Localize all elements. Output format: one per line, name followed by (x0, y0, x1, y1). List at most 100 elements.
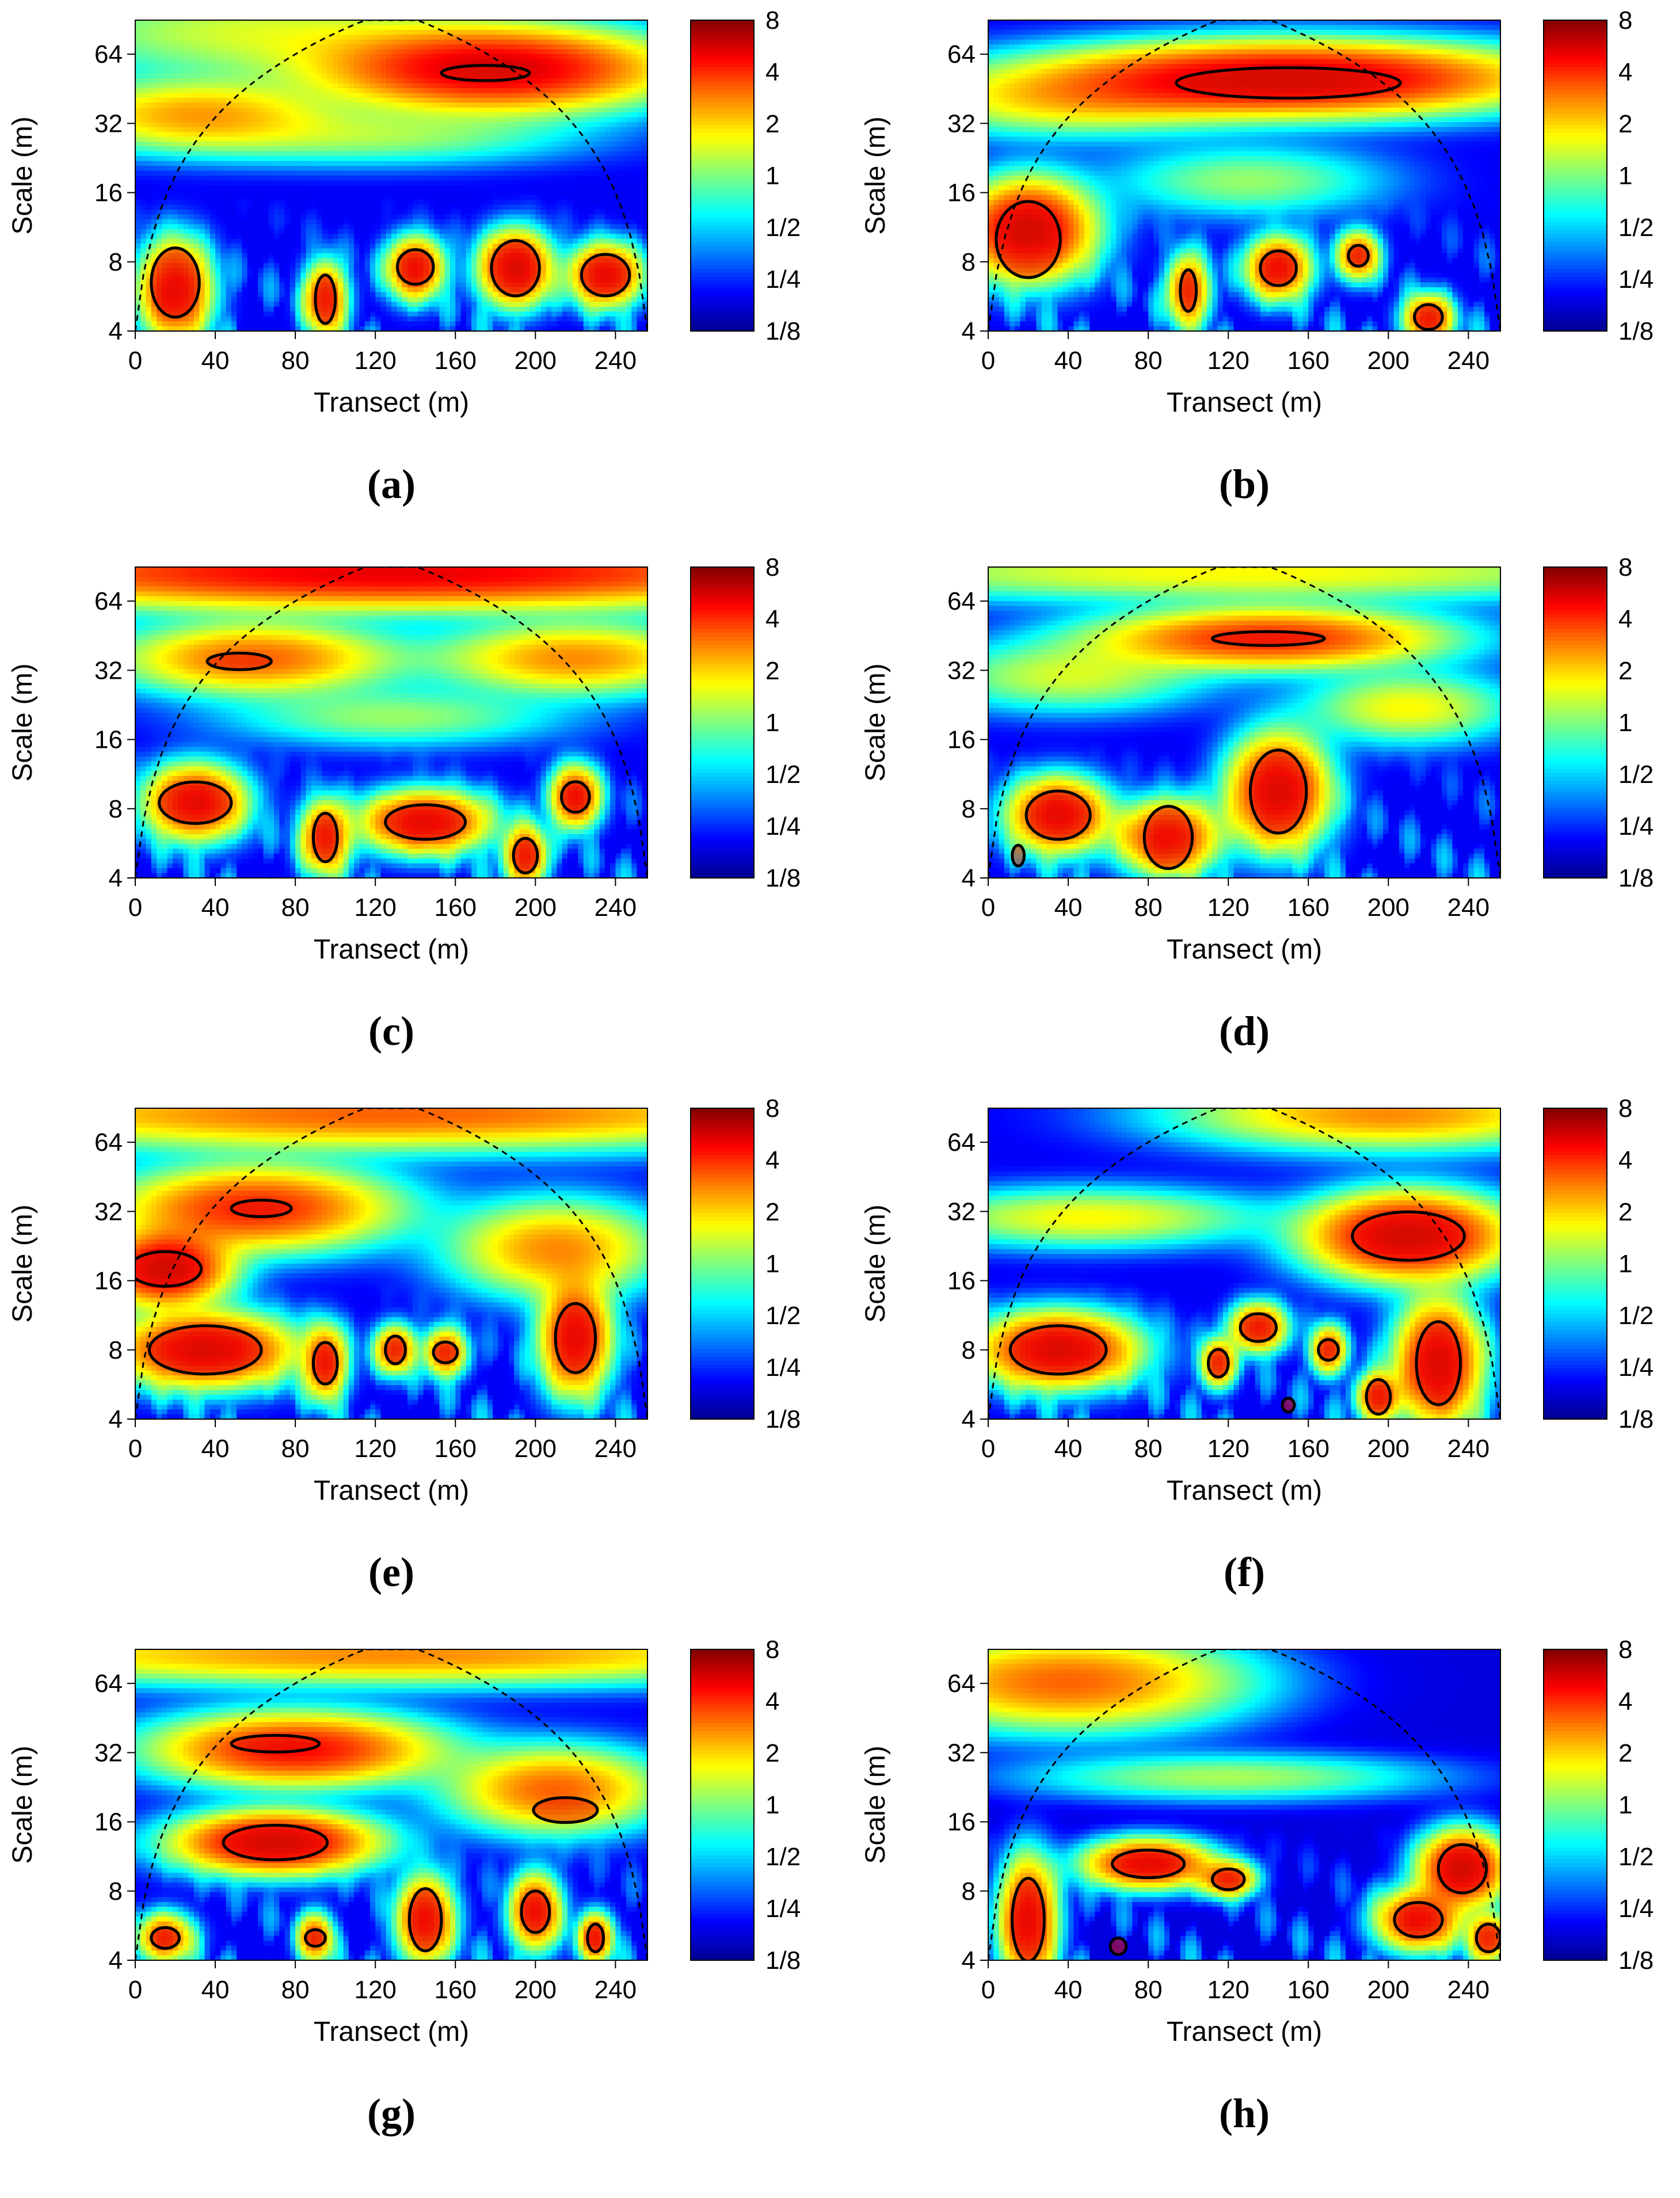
heatmap-cell (279, 88, 285, 94)
heatmap-cell (578, 176, 584, 181)
heatmap-cell (317, 141, 323, 147)
heatmap-cell (493, 88, 499, 94)
heatmap-cell (391, 146, 397, 152)
heatmap-cell (300, 59, 307, 64)
heatmap-cell (226, 229, 232, 234)
heatmap-cell (498, 214, 504, 220)
heatmap-cell (397, 146, 403, 152)
heatmap-cell (369, 224, 376, 230)
heatmap-cell (317, 35, 323, 40)
heatmap-cell (402, 107, 408, 113)
heatmap-cell (604, 229, 611, 234)
heatmap-cell (167, 161, 173, 166)
heatmap-cell (157, 59, 162, 64)
heatmap-cell (317, 219, 323, 225)
heatmap-cell (279, 166, 285, 172)
heatmap-cell (439, 161, 445, 166)
heatmap-cell (604, 122, 611, 128)
heatmap-cell (604, 88, 611, 94)
heatmap-cell (551, 219, 557, 225)
heatmap-cell (247, 234, 253, 239)
heatmap-cell (289, 229, 296, 234)
heatmap-cell (322, 258, 328, 264)
heatmap-cell (455, 151, 462, 157)
heatmap-cell (306, 263, 312, 268)
heatmap-cell (306, 204, 312, 210)
heatmap-cell (204, 248, 211, 254)
heatmap-cell (583, 44, 589, 50)
heatmap-cell (369, 39, 376, 45)
heatmap-cell (188, 229, 195, 234)
heatmap-cell (140, 59, 147, 64)
heatmap-cell (471, 35, 477, 40)
heatmap-cell (157, 214, 162, 220)
heatmap-cell (589, 112, 595, 118)
heatmap-cell (407, 190, 413, 196)
heatmap-cell (626, 263, 632, 268)
heatmap-cell (204, 69, 211, 74)
heatmap-cell (573, 93, 579, 98)
heatmap-cell (252, 141, 258, 147)
heatmap-cell (631, 210, 638, 215)
heatmap-cell (209, 185, 216, 191)
heatmap-cell (418, 161, 424, 166)
heatmap-cell (311, 263, 317, 268)
heatmap-cell (503, 185, 509, 191)
heatmap-cell (188, 156, 195, 162)
heatmap-cell (183, 63, 189, 69)
heatmap-cell (167, 210, 173, 215)
heatmap-cell (620, 244, 627, 249)
heatmap-cell (573, 44, 579, 50)
heatmap-cell (557, 258, 563, 264)
heatmap-cell (209, 73, 216, 79)
heatmap-cell (375, 98, 382, 104)
heatmap-cell (172, 141, 178, 147)
heatmap-cell (546, 238, 552, 244)
heatmap-cell (172, 127, 178, 132)
heatmap-cell (204, 35, 211, 40)
heatmap-cell (369, 107, 376, 113)
heatmap-cell (162, 161, 168, 166)
heatmap-cell (364, 54, 371, 60)
heatmap-cell (220, 20, 227, 26)
heatmap-cell (157, 54, 162, 60)
heatmap-cell (199, 185, 205, 191)
heatmap-cell (589, 253, 595, 259)
heatmap-cell (268, 112, 275, 118)
heatmap-cell (626, 29, 632, 35)
heatmap-cell (172, 161, 178, 166)
heatmap-cell (428, 59, 435, 64)
heatmap-cell (530, 112, 536, 118)
heatmap-cell (444, 151, 451, 157)
heatmap-cell (519, 112, 525, 118)
heatmap-cell (637, 35, 643, 40)
heatmap-cell (423, 83, 429, 89)
heatmap-cell (135, 112, 141, 118)
heatmap-cell (413, 185, 418, 191)
heatmap-cell (423, 185, 429, 191)
heatmap-cell (274, 229, 280, 234)
heatmap-cell (183, 176, 189, 181)
heatmap-cell (268, 141, 275, 147)
heatmap-cell (557, 253, 563, 259)
heatmap-cell (289, 185, 296, 191)
heatmap-cell (524, 127, 531, 132)
heatmap-cell (252, 214, 258, 220)
heatmap-cell (242, 234, 248, 239)
heatmap-cell (413, 29, 418, 35)
heatmap-cell (610, 224, 616, 230)
heatmap-cell (252, 180, 258, 186)
heatmap-cell (209, 69, 216, 74)
heatmap-cell (242, 127, 248, 132)
heatmap-cell (428, 54, 435, 60)
heatmap-cell (573, 136, 579, 142)
heatmap-cell (183, 117, 189, 123)
heatmap-cell (407, 185, 413, 191)
heatmap-cell (620, 156, 627, 162)
heatmap-cell (289, 238, 296, 244)
heatmap-cell (428, 238, 435, 244)
heatmap-cell (551, 161, 557, 166)
heatmap-cell (626, 20, 632, 26)
heatmap-cell (140, 117, 147, 123)
heatmap-cell (434, 200, 440, 206)
